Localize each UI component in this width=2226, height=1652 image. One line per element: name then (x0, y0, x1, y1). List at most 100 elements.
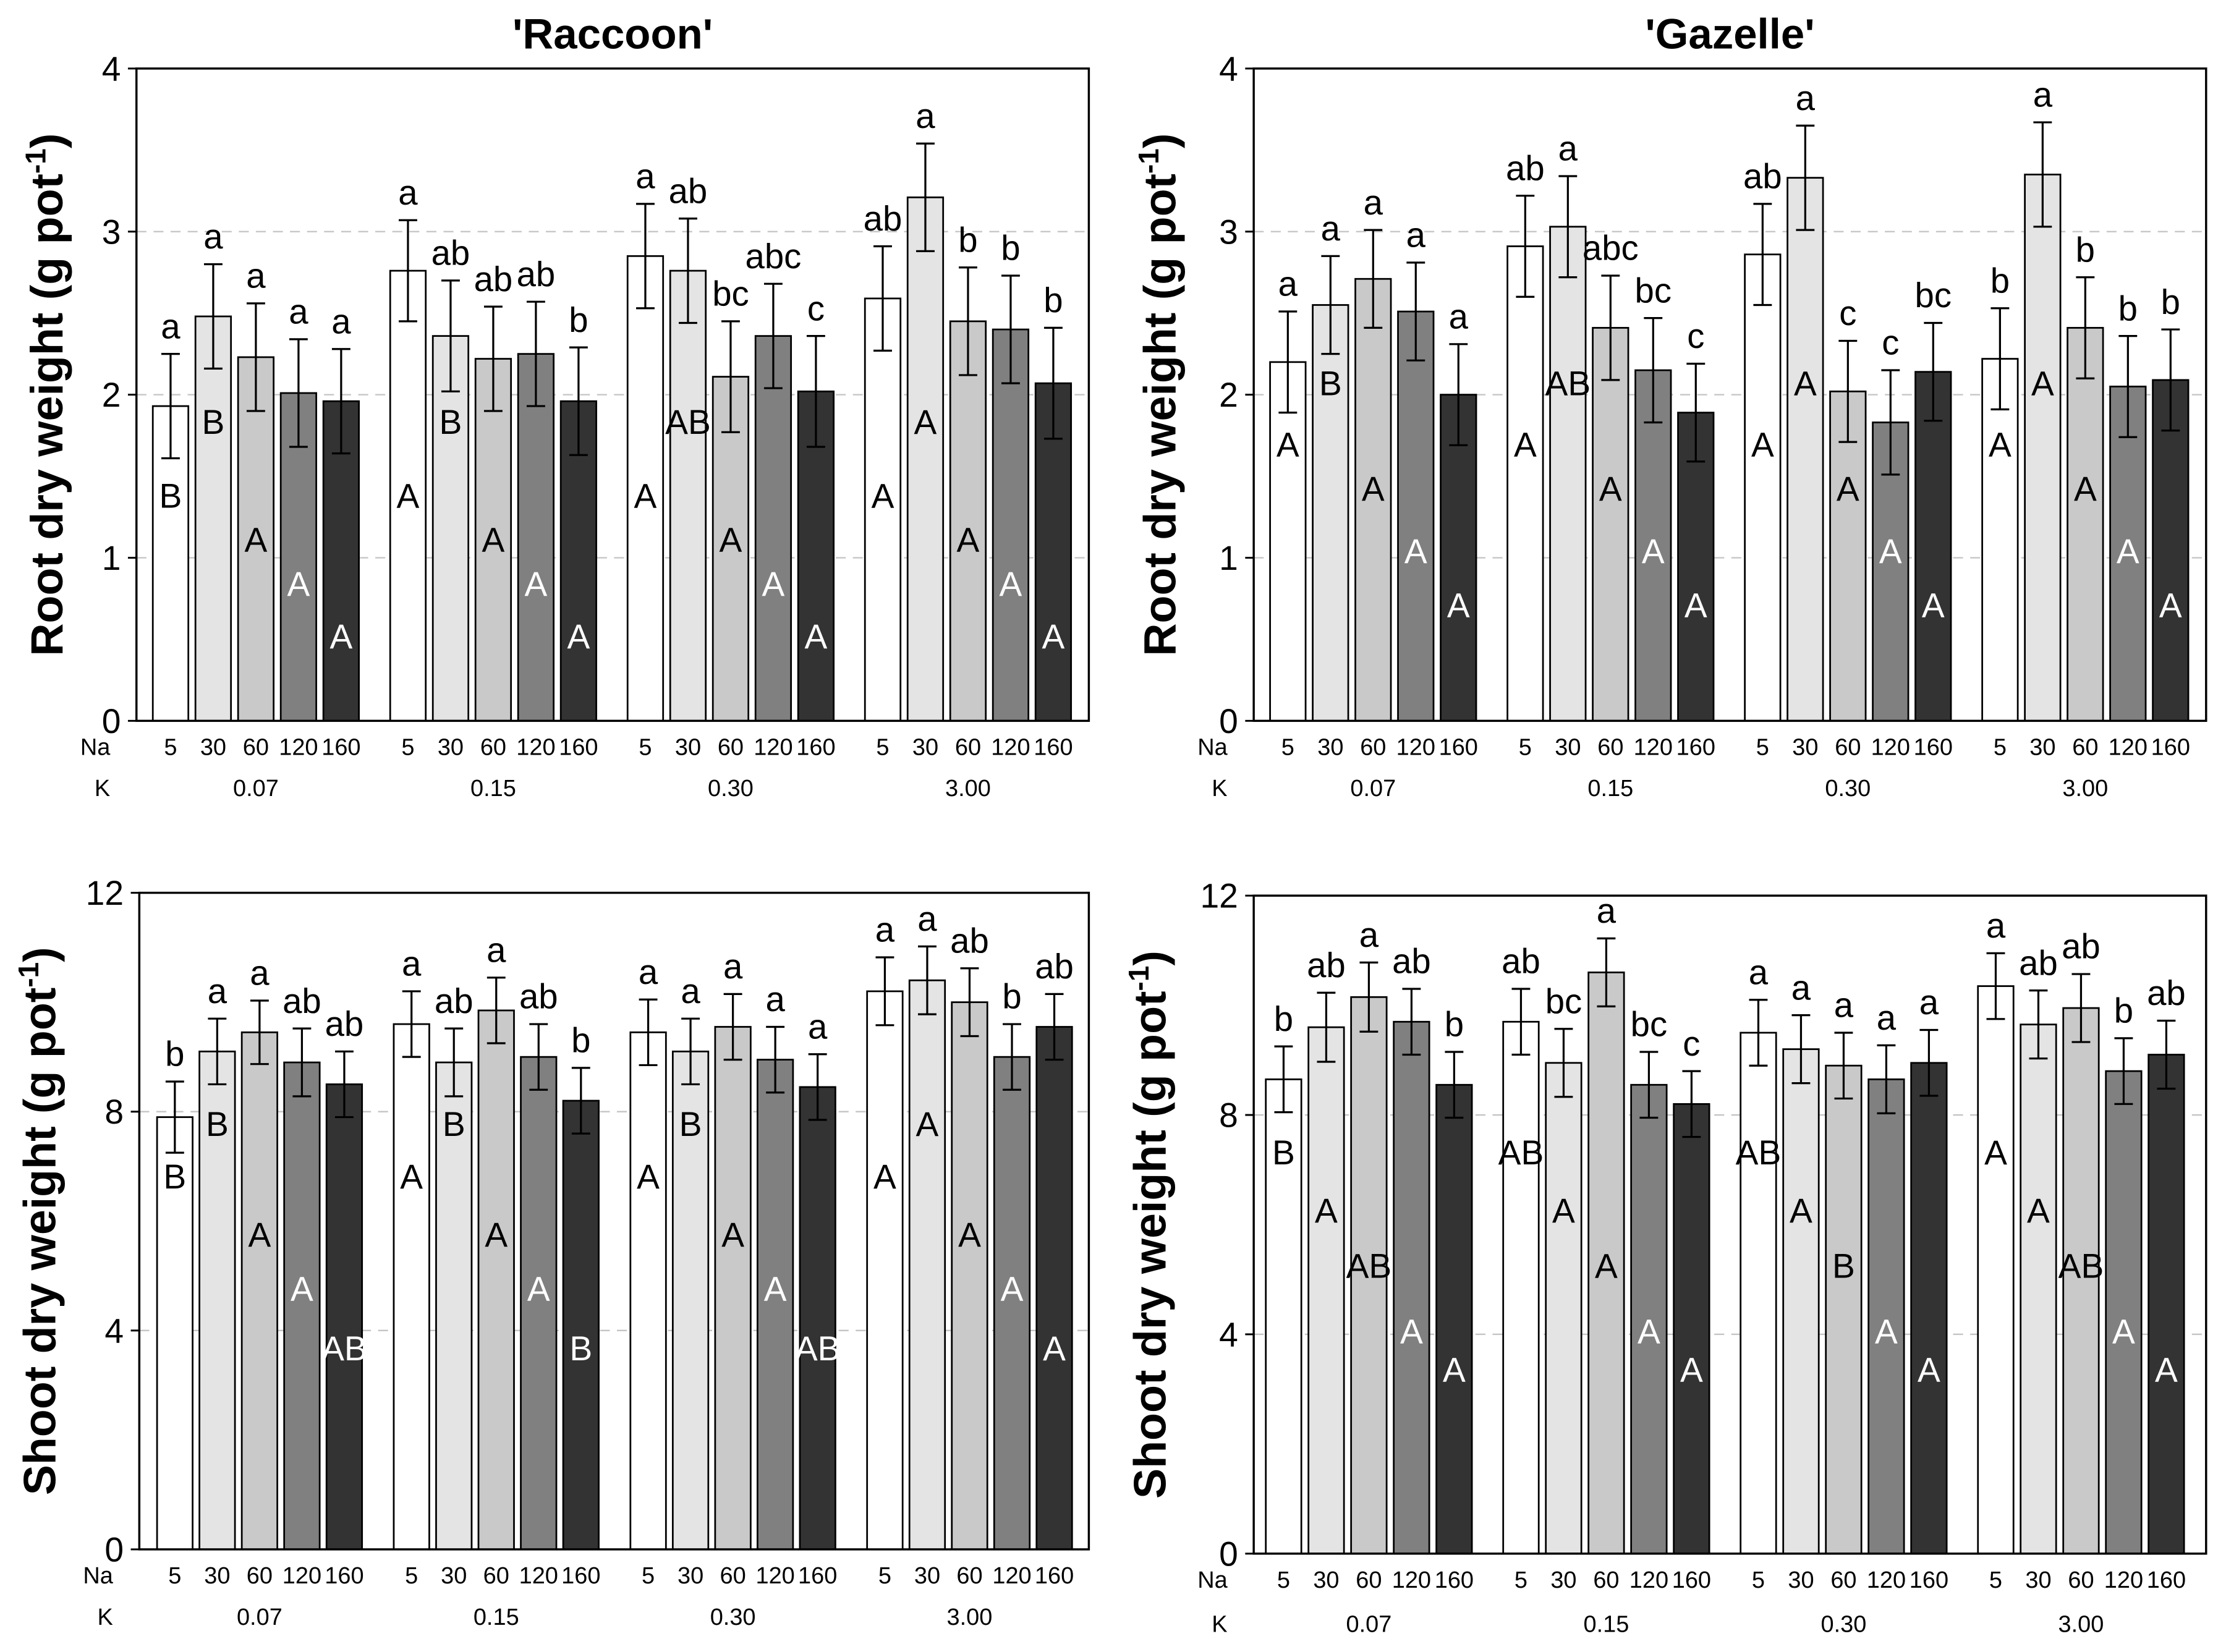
bar (1630, 1083, 1668, 1555)
uppercase-significance-letter: A (805, 617, 828, 656)
lowercase-significance-letter: bc (1631, 1005, 1668, 1044)
y-tick-label: 12 (86, 874, 124, 912)
bar (2020, 1023, 2057, 1555)
lowercase-significance-letter: ab (1506, 148, 1545, 187)
y-axis-label-end: ) (1124, 951, 1176, 966)
na-tick-label: 60 (1597, 735, 1623, 761)
bar (194, 315, 232, 722)
bar (1435, 1083, 1473, 1555)
uppercase-significance-letter: B (163, 1158, 186, 1196)
na-tick-label: 60 (1835, 735, 1861, 761)
uppercase-significance-letter: A (1684, 586, 1707, 624)
k-group-label: 0.15 (1584, 1611, 1629, 1637)
na-tick-label: 120 (1396, 735, 1435, 761)
bar (1910, 1062, 1948, 1555)
lowercase-significance-letter: abc (1582, 229, 1639, 268)
na-tick-label: 60 (243, 735, 269, 761)
bar (1354, 277, 1392, 722)
lowercase-significance-letter: ab (669, 171, 708, 210)
uppercase-significance-letter: A (1404, 532, 1427, 570)
lowercase-significance-letter: ab (431, 234, 470, 273)
na-tick-label: 60 (1360, 735, 1386, 761)
lowercase-significance-letter: a (289, 292, 308, 331)
na-tick-label: 30 (1313, 1567, 1339, 1593)
na-tick-label: 60 (955, 735, 981, 761)
lowercase-significance-letter: a (639, 952, 658, 991)
lowercase-significance-letter: b (2076, 230, 2095, 269)
na-tick-label: 5 (1281, 735, 1294, 761)
lowercase-significance-letter: b (1043, 281, 1063, 320)
uppercase-significance-letter: A (721, 1216, 744, 1254)
bar (562, 1099, 600, 1551)
y-axis-label: Shoot dry weight (g pot-1) (1123, 951, 1176, 1499)
y-axis-label-main: Shoot dry weight (g pot (14, 988, 66, 1496)
lowercase-significance-letter: ab (325, 1004, 364, 1043)
bar (1350, 996, 1388, 1555)
na-tick-label: 160 (2147, 1567, 2186, 1593)
na-tick-label: 30 (912, 735, 938, 761)
y-axis-label-superscript: -1 (1123, 966, 1155, 991)
uppercase-significance-letter: A (762, 565, 785, 603)
y-tick-label: 8 (104, 1093, 124, 1131)
bar (1307, 1026, 1345, 1555)
na-tick-label: 5 (639, 735, 652, 761)
lowercase-significance-letter: a (250, 954, 270, 993)
na-row-label: Na (83, 1563, 113, 1589)
lowercase-significance-letter: b (1001, 229, 1020, 268)
na-tick-label: 30 (1317, 735, 1343, 761)
bar (477, 1009, 515, 1551)
uppercase-significance-letter: A (525, 565, 548, 603)
na-tick-label: 5 (164, 735, 177, 761)
chart-title: 'Raccoon' (512, 11, 713, 58)
lowercase-significance-letter: ab (519, 977, 558, 1016)
lowercase-significance-letter: ab (1307, 946, 1346, 985)
na-tick-label: 160 (1676, 735, 1715, 761)
lowercase-significance-letter: a (765, 980, 785, 1019)
k-group-label: 3.00 (2062, 776, 2108, 802)
lowercase-significance-letter: a (2033, 75, 2053, 114)
uppercase-significance-letter: AB (665, 403, 711, 441)
chart-title: 'Gazelle' (1645, 11, 1814, 58)
na-tick-label: 5 (876, 735, 889, 761)
bar (520, 1056, 558, 1551)
lowercase-significance-letter: a (398, 173, 418, 212)
lowercase-significance-letter: b (1445, 1005, 1464, 1044)
plot-frame (1252, 894, 2207, 1555)
uppercase-significance-letter: A (567, 617, 590, 656)
y-tick-label: 2 (1219, 376, 1238, 414)
bar (1740, 1031, 1777, 1555)
na-tick-label: 120 (2104, 1567, 2143, 1593)
lowercase-significance-letter: a (161, 307, 181, 345)
na-tick-label: 60 (483, 1563, 509, 1589)
bar (1440, 394, 1477, 722)
lowercase-significance-letter: a (1558, 129, 1578, 168)
lowercase-significance-letter: b (958, 220, 977, 259)
lowercase-significance-letter: a (1449, 297, 1469, 336)
uppercase-significance-letter: A (287, 565, 310, 603)
lowercase-significance-letter: bc (1545, 981, 1582, 1020)
bar (2147, 1054, 2185, 1555)
uppercase-significance-letter: A (1989, 426, 2011, 464)
na-tick-label: 30 (2025, 1567, 2051, 1593)
bar (1825, 1064, 1863, 1555)
lowercase-significance-letter: a (1986, 906, 2006, 945)
na-tick-label: 160 (1914, 735, 1953, 761)
na-tick-label: 5 (1519, 735, 1532, 761)
bar (1744, 253, 1782, 722)
na-tick-label: 120 (991, 735, 1030, 761)
plot-frame (138, 891, 1090, 1551)
uppercase-significance-letter: A (872, 477, 894, 515)
lowercase-significance-letter: a (246, 256, 266, 295)
lowercase-significance-letter: c (1687, 316, 1704, 355)
y-tick-label: 8 (1219, 1096, 1238, 1135)
uppercase-significance-letter: AB (1498, 1133, 1544, 1172)
uppercase-significance-letter: A (291, 1270, 313, 1308)
y-tick-label: 3 (1219, 213, 1238, 251)
uppercase-significance-letter: A (957, 521, 980, 559)
bar (1592, 327, 1629, 722)
lowercase-significance-letter: b (165, 1035, 184, 1074)
y-tick-label: 4 (102, 49, 121, 88)
lowercase-significance-letter: bc (1915, 276, 1952, 315)
